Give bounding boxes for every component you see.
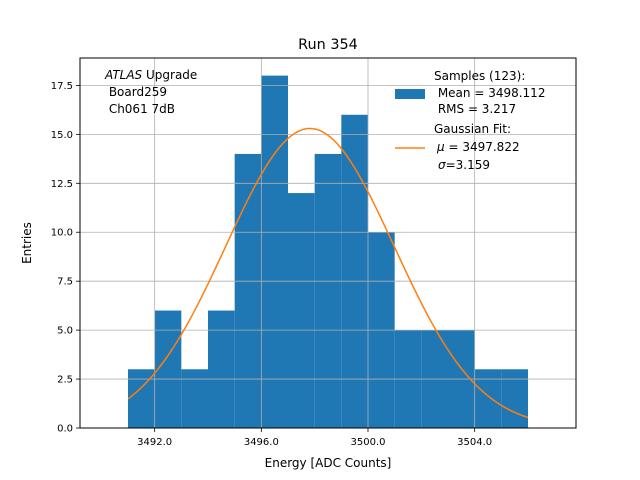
histogram-bar [181, 369, 208, 428]
y-tick-label: 0.0 [57, 424, 73, 435]
histogram-bar [208, 310, 235, 428]
x-tick-label: 3504.0 [457, 437, 492, 448]
histogram-bar [501, 369, 528, 428]
legend-samples-rms: RMS = 3.217 [434, 102, 516, 116]
legend-samples-title: Samples (123): [434, 69, 525, 83]
legend-fit-mu: μ = 3497.822 [436, 140, 520, 154]
legend: Samples (123): Mean = 3498.112 RMS = 3.2… [395, 69, 545, 172]
y-tick-label: 5.0 [57, 326, 73, 337]
y-tick-label: 7.5 [57, 277, 73, 288]
y-tick-label: 10.0 [51, 228, 73, 239]
annotation-line-2: Board259 [105, 85, 167, 99]
y-tick-label: 12.5 [51, 179, 73, 190]
histogram-bar [234, 153, 262, 429]
mu-symbol: μ [436, 140, 445, 154]
x-tick-label: 3492.0 [137, 437, 172, 448]
legend-histogram-patch [395, 89, 425, 99]
x-tick-label: 3496.0 [244, 437, 279, 448]
y-axis-label: Entries [20, 222, 34, 264]
axis-ticks: 3492.0 3496.0 3500.0 3504.0 0.0 2.5 5.0 7.5 10.0… [51, 81, 492, 448]
annotation-line-3: Ch061 7dB [105, 102, 175, 116]
atlas-annotation: ATLAS Upgrade Board259 Ch061 7dB [104, 68, 197, 116]
y-tick-label: 17.5 [51, 81, 73, 92]
histogram-bar [261, 75, 288, 428]
legend-samples-mean: Mean = 3498.112 [434, 86, 545, 100]
gaussian-fit-line [127, 127, 529, 419]
histogram-bar [288, 193, 315, 428]
sigma-symbol: σ [438, 158, 446, 172]
y-tick-label: 2.5 [57, 375, 73, 386]
histogram-bar [341, 114, 368, 428]
x-axis-label: Energy [ADC Counts] [265, 456, 392, 470]
legend-fit-mu-value: = 3497.822 [445, 140, 520, 154]
chart-title: Run 354 [298, 37, 358, 53]
annotation-upgrade: Upgrade [142, 68, 197, 82]
legend-fit-sigma: σ=3.159 [438, 158, 490, 172]
y-tick-label: 15.0 [51, 130, 73, 141]
legend-fit-title: Gaussian Fit: [434, 122, 511, 136]
plot-frame [79, 57, 577, 429]
x-tick-label: 3500.0 [351, 437, 386, 448]
legend-fit-sigma-value: =3.159 [446, 158, 490, 172]
histogram-bar [474, 369, 502, 428]
annotation-line-1: ATLAS Upgrade [104, 68, 197, 82]
annotation-atlas: ATLAS [104, 68, 143, 82]
histogram-bar [314, 153, 342, 429]
